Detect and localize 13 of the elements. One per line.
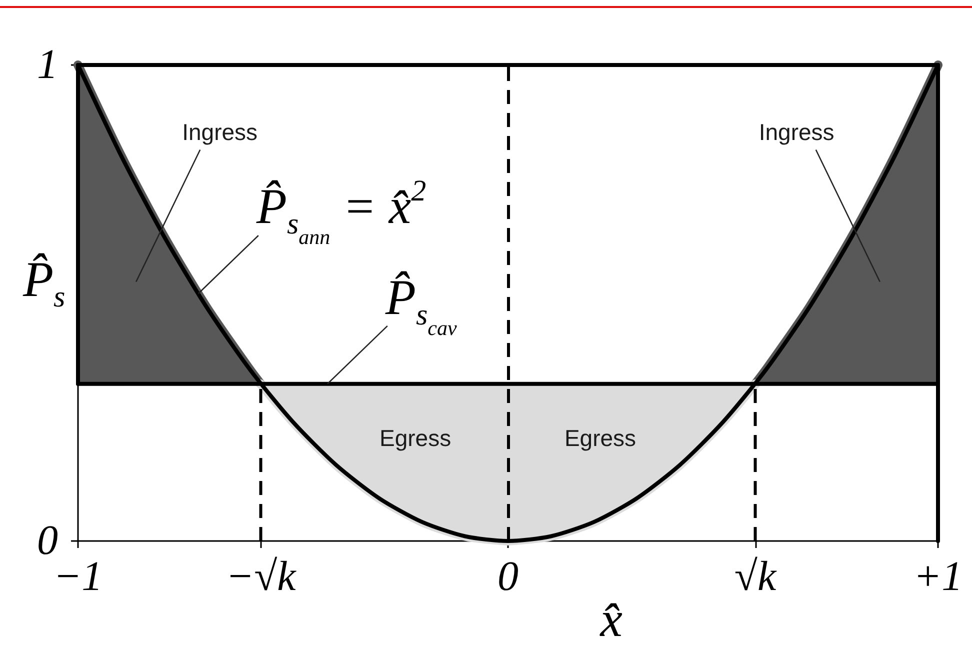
x-tick-label: −√k [226, 554, 298, 600]
text: Ingress [758, 118, 834, 145]
x-axis-title: x̂ [600, 591, 622, 647]
y-axis-title: P̂$_{s}$ [23, 250, 66, 314]
series-label: Egress [564, 425, 636, 452]
x-tick-label: −1 [53, 554, 103, 600]
annotation: P̂$_{s}$$_{ann}$ = x̂$^{2}$ [256, 174, 426, 250]
x-tick-label: √k [734, 554, 778, 600]
x-tick-label: 0 [498, 554, 518, 600]
y-tick-label: 1 [37, 42, 58, 88]
series-label: Egress [380, 425, 452, 452]
x-tick-label: +1 [913, 554, 963, 600]
text: Ingress [182, 118, 258, 145]
